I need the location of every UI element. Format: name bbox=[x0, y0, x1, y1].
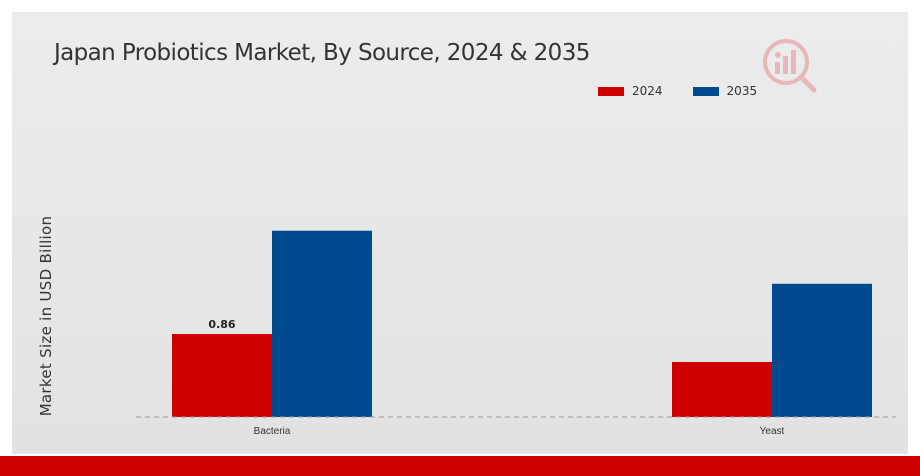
legend-swatch-2024 bbox=[598, 86, 624, 96]
data-label-bacteria-2024: 0.86 bbox=[208, 318, 235, 331]
legend-item-2035[interactable]: 2035 bbox=[692, 84, 758, 98]
chart-title: Japan Probiotics Market, By Source, 2024… bbox=[54, 40, 590, 66]
x-tick-label-yeast: Yeast bbox=[760, 426, 785, 437]
legend: 2024 2035 bbox=[598, 84, 787, 98]
footer-bar bbox=[0, 456, 920, 476]
legend-label-2024: 2024 bbox=[632, 84, 663, 98]
x-tick-label-bacteria: Bacteria bbox=[254, 426, 291, 437]
legend-label-2035: 2035 bbox=[726, 84, 758, 98]
bar-yeast-2035[interactable] bbox=[772, 283, 872, 417]
legend-swatch-2035 bbox=[692, 86, 719, 96]
bar-yeast-2024[interactable] bbox=[672, 361, 772, 417]
bar-bacteria-2024[interactable] bbox=[172, 333, 272, 417]
legend-item-2024[interactable]: 2024 bbox=[598, 84, 663, 98]
brand-logo-icon bbox=[763, 39, 817, 93]
bar-bacteria-2035[interactable] bbox=[272, 230, 372, 417]
